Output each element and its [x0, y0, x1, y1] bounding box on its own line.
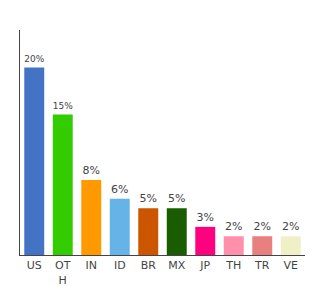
svg-text:2%: 2% [282, 220, 299, 233]
svg-text:VE: VE [284, 259, 299, 272]
svg-text:15%: 15% [53, 101, 73, 111]
svg-text:6%: 6% [111, 183, 128, 196]
svg-text:MX: MX [168, 259, 185, 272]
svg-text:3%: 3% [197, 211, 214, 224]
svg-text:JP: JP [199, 259, 210, 272]
svg-text:ID: ID [114, 259, 126, 272]
svg-text:OTH: OTH [55, 259, 71, 286]
svg-text:2%: 2% [225, 220, 242, 233]
svg-text:5%: 5% [168, 192, 185, 205]
svg-text:8%: 8% [83, 164, 100, 177]
svg-text:IN: IN [86, 259, 97, 272]
svg-text:TR: TR [254, 259, 270, 272]
svg-text:BR: BR [141, 259, 157, 272]
svg-text:2%: 2% [254, 220, 271, 233]
svg-text:US: US [27, 259, 42, 272]
svg-text:5%: 5% [140, 192, 157, 205]
svg-text:TH: TH [225, 259, 241, 272]
svg-text:20%: 20% [24, 54, 44, 64]
